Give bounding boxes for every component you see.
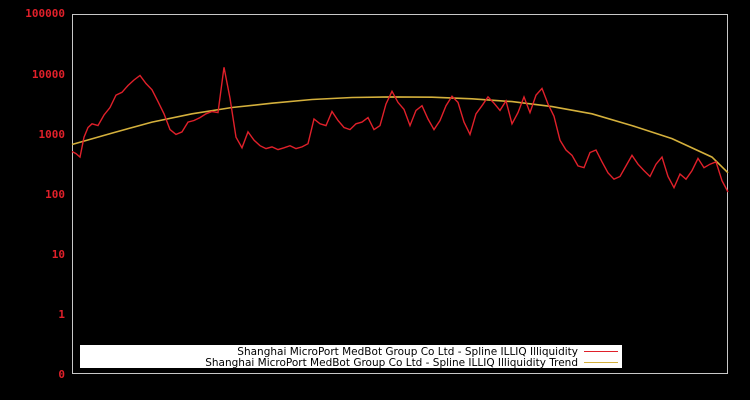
- y-tick-label: 1000: [38, 128, 66, 141]
- legend-label: Shanghai MicroPort MedBot Group Co Ltd -…: [237, 345, 578, 358]
- illiquidity-series-line: [71, 67, 729, 193]
- plot-frame: [72, 14, 728, 374]
- legend-item-trend: Shanghai MicroPort MedBot Group Co Ltd -…: [205, 356, 622, 369]
- legend-item-illiquidity: Shanghai MicroPort MedBot Group Co Ltd -…: [237, 345, 622, 358]
- legend-swatch-red: [584, 351, 618, 352]
- y-tick-label: 10000: [31, 68, 65, 81]
- y-tick-label: 100000: [25, 7, 65, 20]
- legend-swatch-gold: [584, 362, 618, 363]
- y-tick-label: 100: [45, 188, 65, 201]
- legend: Shanghai MicroPort MedBot Group Co Ltd -…: [80, 345, 622, 369]
- y-tick-label: 0: [58, 368, 65, 381]
- trend-series-line: [71, 96, 729, 174]
- y-tick-label: 10: [51, 248, 65, 261]
- legend-label: Shanghai MicroPort MedBot Group Co Ltd -…: [205, 356, 578, 369]
- y-tick-label: 1: [58, 308, 65, 321]
